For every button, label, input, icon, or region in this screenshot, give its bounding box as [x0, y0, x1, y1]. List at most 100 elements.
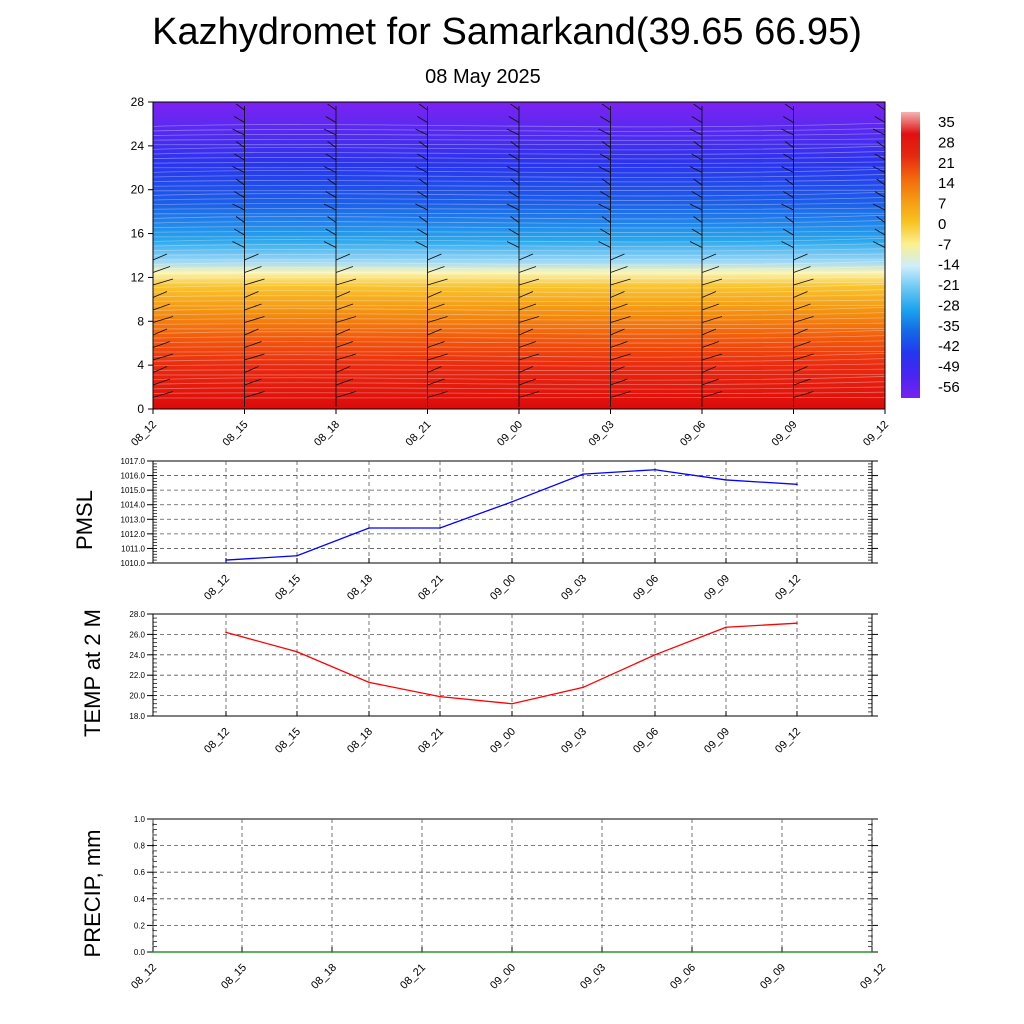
- isoline: [153, 381, 885, 386]
- wind-barb: [701, 253, 717, 261]
- wind-barb: [884, 334, 885, 335]
- wind-barb: [153, 159, 154, 160]
- series-point: [781, 951, 783, 953]
- wind-barb: [518, 328, 534, 336]
- wind-barb: [417, 153, 428, 161]
- wind-barb: [335, 291, 351, 298]
- wind-barb: [518, 366, 534, 373]
- wind-barb: [153, 134, 154, 135]
- wind-barb: [335, 353, 357, 361]
- wind-barb: [153, 366, 168, 373]
- wind-barb: [610, 316, 631, 323]
- isoline: [153, 225, 885, 229]
- wind-barb: [793, 253, 808, 261]
- wind-barb: [518, 278, 540, 286]
- wind-barb: [244, 291, 259, 298]
- wind-barb: [417, 228, 428, 236]
- series-point: [511, 501, 513, 503]
- wind-barb: [415, 203, 428, 211]
- series-point: [296, 554, 298, 557]
- wind-barb: [234, 191, 245, 198]
- wind-barb: [325, 228, 337, 236]
- wind-barb: [610, 328, 625, 336]
- wind-barb: [793, 291, 808, 298]
- wind-barb: [876, 178, 885, 186]
- wind-barb: [691, 153, 703, 161]
- wind-barb: [335, 366, 351, 373]
- y-tick-label: 18.0: [129, 712, 145, 721]
- wind-barb: [234, 116, 245, 123]
- wind-barb: [601, 141, 611, 148]
- wind-barb: [600, 116, 611, 123]
- panel-frame: [152, 460, 873, 564]
- wind-barb: [327, 103, 337, 111]
- series-point: [152, 951, 154, 953]
- isoline: [153, 340, 885, 344]
- wind-barbs: [153, 103, 885, 407]
- wind-barb: [325, 153, 337, 161]
- wind-barb: [427, 278, 448, 286]
- wind-barb: [153, 291, 168, 298]
- wind-barb: [884, 297, 885, 298]
- wind-barb: [610, 278, 631, 286]
- series-point: [368, 681, 370, 684]
- wind-barb: [244, 278, 265, 286]
- wind-barb: [691, 228, 703, 236]
- x-tick-label: 09_00: [488, 962, 518, 992]
- wind-barb: [234, 153, 245, 161]
- wind-barb: [884, 259, 885, 260]
- wind-barb: [244, 391, 265, 398]
- wind-barb: [693, 141, 703, 148]
- wind-barb: [335, 391, 357, 398]
- x-tick-label: 08_12: [202, 726, 232, 756]
- series-point: [439, 527, 441, 529]
- series-point: [421, 951, 423, 953]
- wind-barb: [793, 391, 814, 398]
- wind-barb: [506, 166, 520, 173]
- wind-barb: [600, 228, 611, 236]
- wind-barb: [518, 253, 534, 261]
- wind-barb: [335, 303, 354, 311]
- wind-barb: [418, 216, 428, 223]
- y-tick-label: 20: [131, 183, 145, 197]
- isoline: [153, 156, 885, 160]
- x-tick-label: 09_03: [587, 419, 617, 449]
- wind-barb: [610, 341, 628, 348]
- wind-barb: [518, 316, 540, 323]
- isoline: [153, 122, 885, 128]
- isoline: [153, 358, 885, 363]
- wind-barb: [783, 116, 794, 123]
- wind-barb: [244, 316, 265, 323]
- wind-barb: [153, 391, 174, 398]
- y-tick-label: 26.0: [129, 630, 145, 639]
- panel-frame: [152, 613, 873, 717]
- wind-barb: [884, 384, 885, 385]
- isoline: [153, 133, 885, 137]
- wind-barb: [884, 272, 885, 273]
- wind-barb: [876, 141, 885, 148]
- wind-barb: [793, 316, 814, 323]
- isoline: [153, 271, 885, 275]
- wind-barb: [427, 266, 445, 273]
- wind-barb: [335, 266, 354, 273]
- y-tick-label: 24: [131, 139, 145, 153]
- isoline: [153, 266, 885, 270]
- wind-barb: [518, 378, 537, 386]
- colorbar: 35 28 21 14 7 0 -7 -14 -21 -28 -35 -42 -49 -56: [901, 112, 960, 398]
- wind-barb: [244, 328, 259, 336]
- wind-barb: [427, 391, 448, 398]
- wind-barb: [244, 253, 259, 261]
- wind-barb: [153, 341, 171, 348]
- y-tick-label: 24.0: [129, 651, 145, 660]
- x-tick-label: 09_09: [770, 419, 800, 449]
- wind-barb: [518, 391, 540, 398]
- series-point: [225, 559, 227, 561]
- wind-barb: [417, 116, 428, 123]
- wind-barb: [153, 221, 154, 223]
- wind-barb: [598, 203, 611, 211]
- y-tick-label: 0.2: [134, 921, 146, 930]
- x-tick-label: 08_12: [129, 962, 159, 992]
- wind-barb: [693, 103, 703, 111]
- x-tick-label: 09_06: [631, 726, 661, 756]
- x-tick-label: 09_12: [858, 962, 888, 992]
